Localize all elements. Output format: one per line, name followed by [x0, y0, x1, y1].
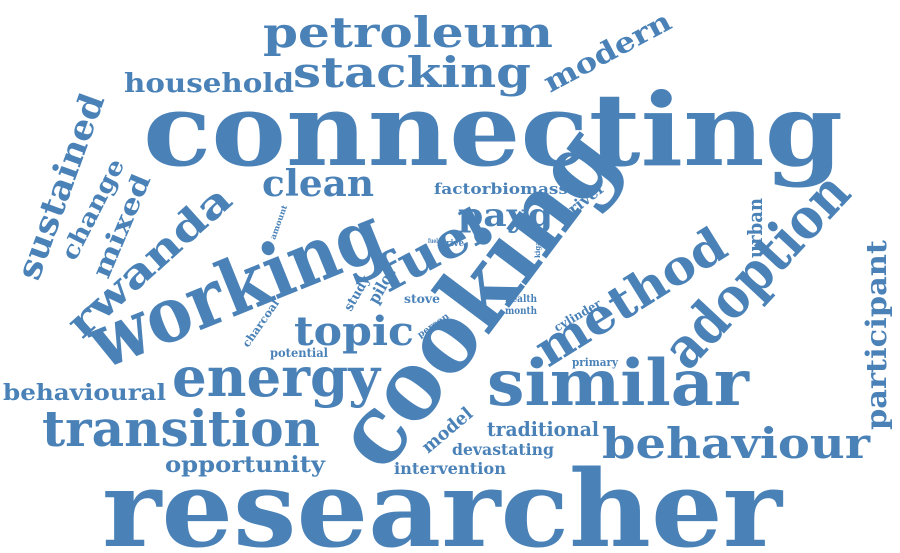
word-transition: transition — [42, 399, 320, 458]
word-petroleum: petroleum — [263, 8, 553, 57]
word-similar: similar — [487, 346, 750, 421]
word-kigali: kigali — [533, 236, 542, 258]
word-fuel-small: fuel — [428, 238, 439, 245]
word-researcher: researcher — [102, 446, 783, 553]
word-stacking: stacking — [293, 48, 531, 97]
word-energy: energy — [172, 345, 382, 409]
word-month: month — [505, 306, 538, 317]
word-connecting: connecting — [143, 71, 843, 189]
word-traditional: traditional — [487, 417, 599, 441]
word-urban: urban — [743, 198, 767, 258]
word-participant: participant — [860, 240, 893, 430]
word-behaviour: behaviour — [602, 419, 871, 468]
word-clean: clean — [262, 163, 374, 205]
word-intervention: intervention — [394, 459, 506, 478]
word-potential: potential — [270, 346, 328, 360]
word-payg: payg — [458, 196, 553, 234]
word-stove: stove — [404, 292, 440, 306]
word-drive: drive — [440, 239, 464, 249]
word-behavioural: behavioural — [3, 380, 166, 406]
word-topic: topic — [294, 308, 414, 355]
word-factorbiomass: factorbiomass — [434, 180, 568, 198]
word-primary: primary — [572, 356, 619, 369]
word-devastating: devastating — [452, 440, 554, 459]
word-opportunity: opportunity — [165, 452, 326, 478]
word-health: health — [505, 294, 538, 305]
word-household: household — [124, 69, 294, 99]
